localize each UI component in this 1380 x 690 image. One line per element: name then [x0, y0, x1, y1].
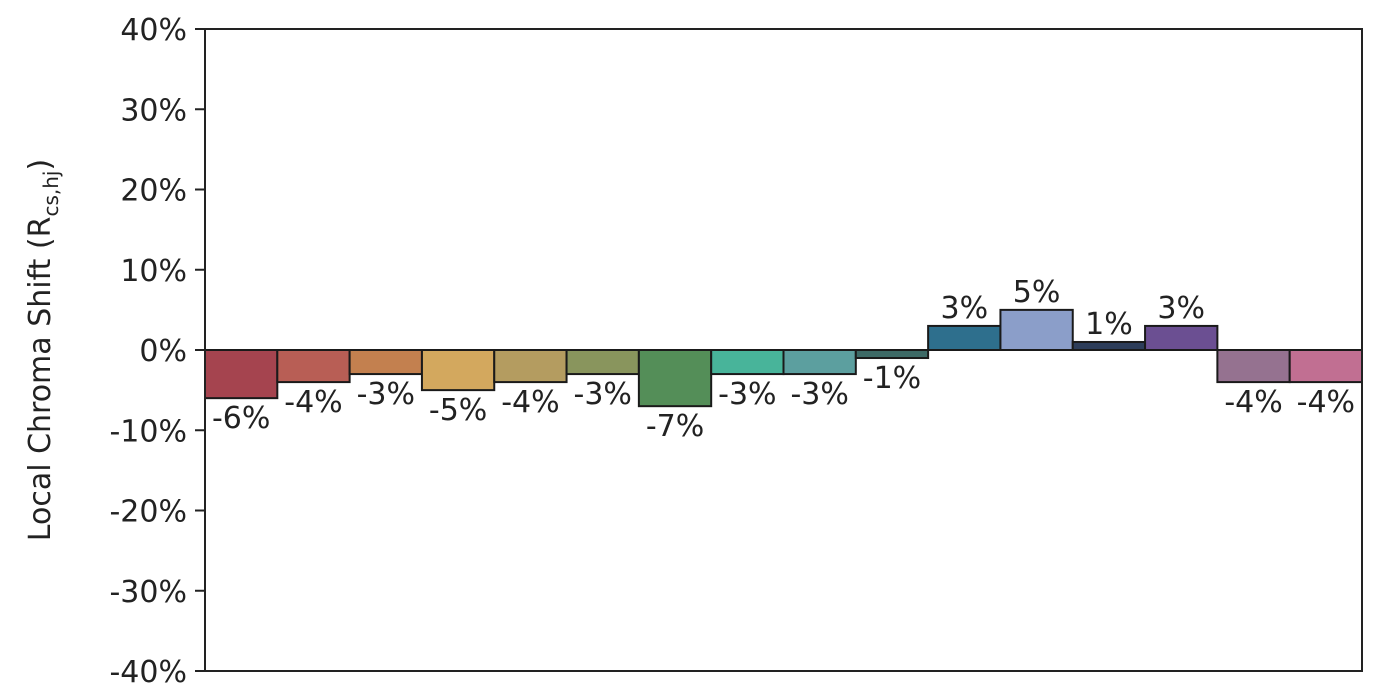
bar	[928, 326, 1000, 350]
y-tick-label: 40%	[120, 13, 187, 48]
bar-data-label: -5%	[429, 393, 487, 428]
bar-data-label: -4%	[501, 385, 559, 420]
bar	[1000, 310, 1072, 350]
y-tick-label: -30%	[109, 575, 187, 610]
bar-data-label: -4%	[284, 385, 342, 420]
y-tick-label: 20%	[120, 174, 187, 209]
bar-data-label: -7%	[646, 409, 704, 444]
y-axis-ticks: 40% 30% 20% 10% 0% -10% -20% -30% -40%	[109, 13, 205, 690]
bar-data-label: -4%	[1224, 385, 1282, 420]
y-tick-label: -40%	[109, 655, 187, 690]
y-tick-label: 0%	[139, 334, 187, 369]
bar	[784, 350, 856, 374]
bar-data-label: -3%	[574, 377, 632, 412]
bar	[422, 350, 494, 390]
bar	[567, 350, 639, 374]
bar	[711, 350, 783, 374]
bar	[1290, 350, 1362, 382]
bar	[1073, 342, 1145, 350]
y-tick-label: 30%	[120, 93, 187, 128]
bar	[856, 350, 928, 358]
y-axis-title-subscript: cs,hj	[39, 171, 63, 217]
bar-data-label: 1%	[1085, 307, 1133, 342]
bar	[494, 350, 566, 382]
bar-data-label: 3%	[1157, 291, 1205, 326]
bar-data-label: -4%	[1297, 385, 1355, 420]
bar	[205, 350, 277, 398]
bar	[350, 350, 422, 374]
bar-data-label: -3%	[790, 377, 848, 412]
y-tick-label: -10%	[109, 414, 187, 449]
bar-data-label: -1%	[863, 361, 921, 396]
bar-data-label: -3%	[357, 377, 415, 412]
bar	[1145, 326, 1217, 350]
bar	[639, 350, 711, 406]
bar	[1217, 350, 1289, 382]
bar-data-label: 5%	[1013, 275, 1061, 310]
y-axis-title-suffix: )	[23, 159, 58, 171]
y-tick-label: -20%	[109, 495, 187, 530]
y-axis-title-main: Local Chroma Shift (R	[23, 217, 58, 542]
bar	[277, 350, 349, 382]
bar-data-label: -6%	[212, 401, 270, 436]
y-axis-title: Local Chroma Shift (Rcs,hj)	[23, 159, 63, 541]
bar-data-label: -3%	[718, 377, 776, 412]
y-tick-label: 10%	[120, 254, 187, 289]
bar-data-label: 3%	[940, 291, 988, 326]
